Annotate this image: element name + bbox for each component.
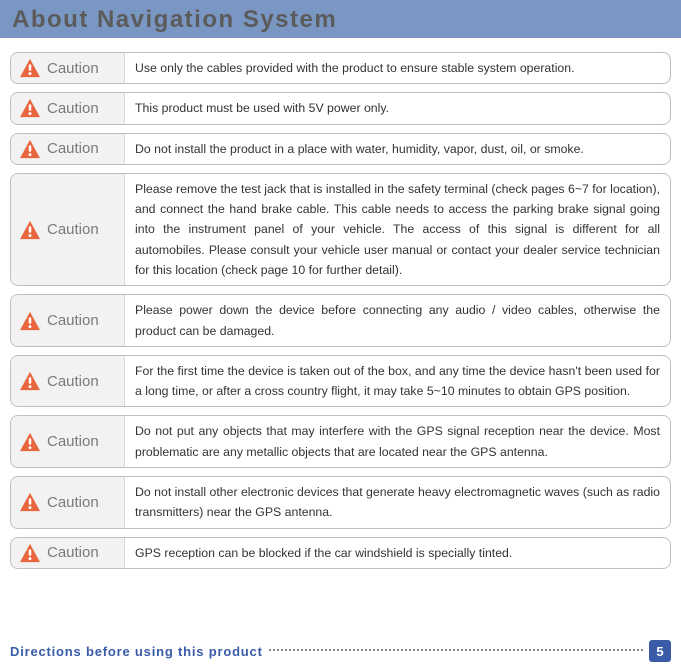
caution-label: Caution <box>47 373 99 390</box>
caution-row: Caution Please remove the test jack that … <box>10 173 671 286</box>
caution-tag: Caution <box>11 134 125 164</box>
caution-label: Caution <box>47 100 99 117</box>
cautions-list: Caution Use only the cables provided with… <box>0 52 681 569</box>
warning-icon <box>19 139 41 159</box>
caution-label: Caution <box>47 140 99 157</box>
caution-text: Please remove the test jack that is inst… <box>125 174 670 285</box>
caution-tag: Caution <box>11 538 125 568</box>
caution-row: Caution Please power down the device befo… <box>10 294 671 347</box>
caution-row: Caution Use only the cables provided with… <box>10 52 671 84</box>
caution-tag: Caution <box>11 174 125 285</box>
caution-label: Caution <box>47 221 99 238</box>
caution-row: Caution Do not install other electronic d… <box>10 476 671 529</box>
caution-text: Use only the cables provided with the pr… <box>125 53 670 83</box>
caution-tag: Caution <box>11 53 125 83</box>
warning-icon <box>19 311 41 331</box>
caution-row: Caution Do not put any objects that may i… <box>10 415 671 468</box>
caution-row: Caution Do not install the product in a p… <box>10 133 671 165</box>
warning-icon <box>19 220 41 240</box>
page-number-badge: 5 <box>649 640 671 662</box>
caution-label: Caution <box>47 312 99 329</box>
caution-tag: Caution <box>11 356 125 407</box>
caution-tag: Caution <box>11 93 125 123</box>
header-bar: About Navigation System <box>0 0 681 38</box>
caution-row: Caution For the first time the device is … <box>10 355 671 408</box>
caution-tag: Caution <box>11 295 125 346</box>
footer-text: Directions before using this product <box>10 644 263 659</box>
caution-text: Do not install other electronic devices … <box>125 477 670 528</box>
footer: Directions before using this product 5 <box>0 640 681 662</box>
caution-text: Do not put any objects that may interfer… <box>125 416 670 467</box>
warning-icon <box>19 432 41 452</box>
caution-label: Caution <box>47 60 99 77</box>
warning-icon <box>19 492 41 512</box>
caution-text: This product must be used with 5V power … <box>125 93 670 123</box>
warning-icon <box>19 58 41 78</box>
caution-label: Caution <box>47 433 99 450</box>
caution-text: Please power down the device before conn… <box>125 295 670 346</box>
caution-text: For the first time the device is taken o… <box>125 356 670 407</box>
caution-label: Caution <box>47 544 99 561</box>
page-title: About Navigation System <box>12 6 669 34</box>
caution-text: Do not install the product in a place wi… <box>125 134 670 164</box>
warning-icon <box>19 371 41 391</box>
caution-tag: Caution <box>11 416 125 467</box>
footer-dots <box>269 649 643 651</box>
caution-label: Caution <box>47 494 99 511</box>
caution-row: Caution GPS reception can be blocked if t… <box>10 537 671 569</box>
caution-row: Caution This product must be used with 5V… <box>10 92 671 124</box>
caution-text: GPS reception can be blocked if the car … <box>125 538 670 568</box>
warning-icon <box>19 543 41 563</box>
caution-tag: Caution <box>11 477 125 528</box>
warning-icon <box>19 98 41 118</box>
